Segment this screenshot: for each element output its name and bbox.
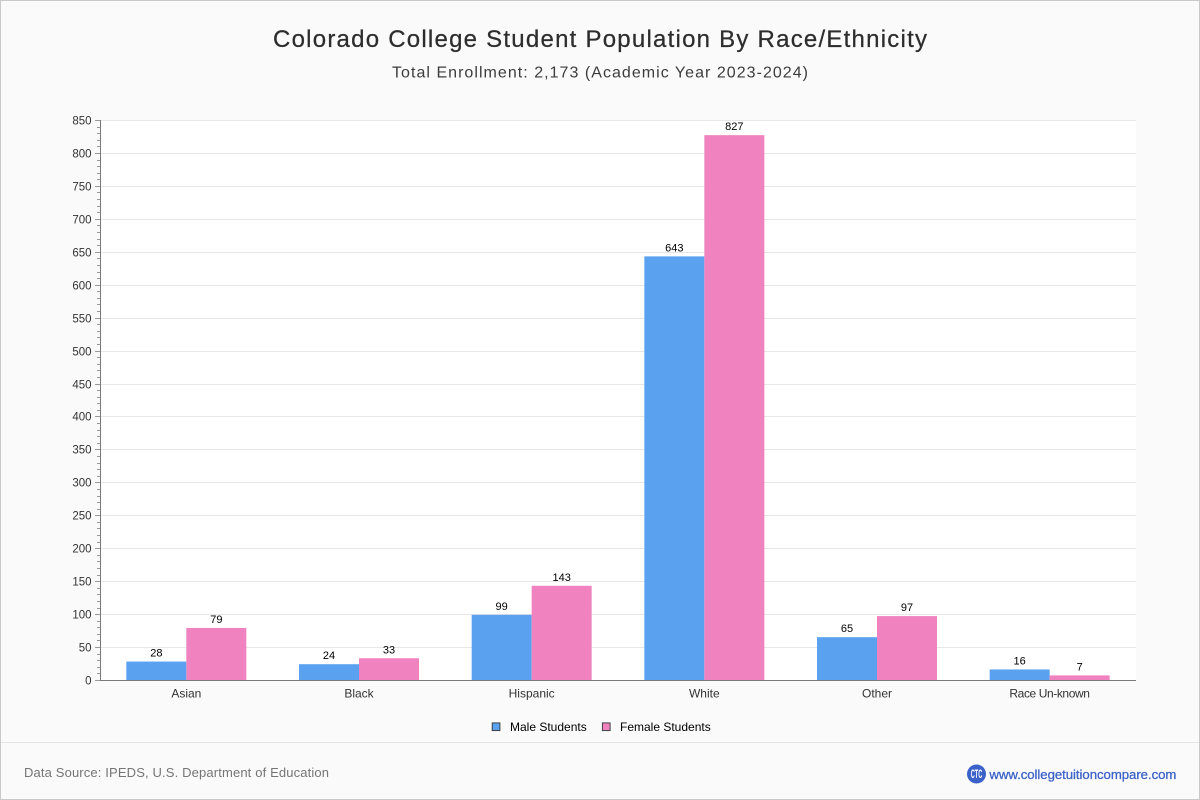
svg-text:99: 99 xyxy=(496,601,508,613)
svg-text:CTC: CTC xyxy=(971,769,983,781)
svg-text:200: 200 xyxy=(72,544,91,556)
svg-text:33: 33 xyxy=(383,644,395,656)
svg-text:150: 150 xyxy=(72,577,91,589)
svg-text:450: 450 xyxy=(72,380,91,392)
svg-text:700: 700 xyxy=(72,215,91,227)
svg-text:79: 79 xyxy=(210,614,222,626)
svg-text:White: White xyxy=(689,686,720,700)
svg-text:0: 0 xyxy=(85,676,91,688)
svg-text:600: 600 xyxy=(72,281,91,293)
svg-text:www.collegetuitioncompare.com: www.collegetuitioncompare.com xyxy=(988,767,1176,782)
svg-text:Male Students: Male Students xyxy=(510,720,587,734)
svg-text:643: 643 xyxy=(665,242,683,254)
svg-text:827: 827 xyxy=(725,121,743,133)
svg-text:Hispanic: Hispanic xyxy=(509,686,555,700)
svg-text:143: 143 xyxy=(552,572,570,584)
svg-text:Asian: Asian xyxy=(171,686,201,700)
svg-text:850: 850 xyxy=(72,116,91,128)
svg-text:400: 400 xyxy=(72,412,91,424)
svg-text:Black: Black xyxy=(344,686,374,700)
svg-text:300: 300 xyxy=(72,478,91,490)
svg-text:750: 750 xyxy=(72,182,91,194)
svg-text:500: 500 xyxy=(72,347,91,359)
svg-text:Colorado College Student Popul: Colorado College Student Population By R… xyxy=(273,26,927,53)
svg-text:16: 16 xyxy=(1014,655,1026,667)
svg-text:Female Students: Female Students xyxy=(620,720,711,734)
svg-text:550: 550 xyxy=(72,314,91,326)
svg-text:650: 650 xyxy=(72,248,91,260)
svg-text:Total Enrollment: 2,173 (Acade: Total Enrollment: 2,173 (Academic Year 2… xyxy=(392,65,808,82)
svg-text:800: 800 xyxy=(72,149,91,161)
svg-text:100: 100 xyxy=(72,610,91,622)
svg-text:97: 97 xyxy=(901,602,913,614)
svg-text:24: 24 xyxy=(323,650,335,662)
svg-text:Race Un-known: Race Un-known xyxy=(1009,686,1090,700)
svg-text:28: 28 xyxy=(150,648,162,660)
svg-text:350: 350 xyxy=(72,445,91,457)
svg-text:7: 7 xyxy=(1077,661,1083,673)
svg-text:65: 65 xyxy=(841,623,853,635)
svg-text:Other: Other xyxy=(862,686,892,700)
svg-text:Data Source: IPEDS, U.S. Depar: Data Source: IPEDS, U.S. Department of E… xyxy=(24,765,329,780)
svg-text:250: 250 xyxy=(72,511,91,523)
svg-text:50: 50 xyxy=(79,643,92,655)
